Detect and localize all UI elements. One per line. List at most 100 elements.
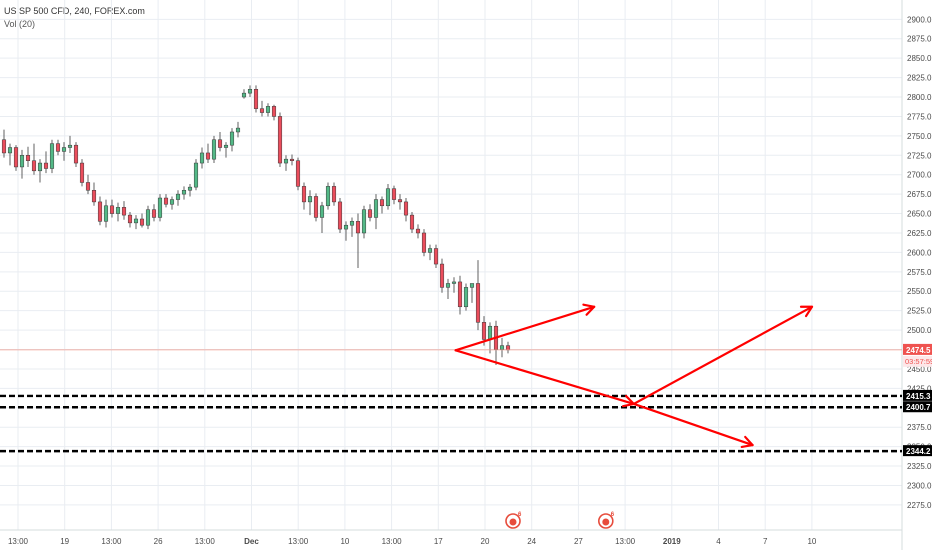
candle-body[interactable] — [259, 108, 265, 113]
candle-body[interactable] — [397, 199, 403, 203]
arrow-shaft[interactable] — [632, 305, 814, 405]
arrow-head[interactable] — [582, 303, 596, 316]
candle-body[interactable] — [235, 127, 241, 133]
candle-body[interactable] — [55, 143, 61, 152]
candle-body[interactable] — [247, 88, 253, 94]
candle-body[interactable] — [13, 147, 19, 168]
candle-body[interactable] — [463, 287, 469, 308]
arrow-shaft[interactable] — [454, 349, 635, 405]
candle-body[interactable] — [199, 152, 205, 164]
candle-body[interactable] — [115, 207, 121, 214]
candle-body[interactable] — [325, 186, 331, 207]
candle-body[interactable] — [391, 188, 397, 200]
candle-body[interactable] — [193, 162, 199, 188]
candle-body[interactable] — [301, 186, 307, 203]
candle-body[interactable] — [139, 218, 145, 226]
candle-body[interactable] — [163, 197, 169, 205]
candle-body[interactable] — [505, 345, 511, 351]
candle-body[interactable] — [445, 283, 451, 288]
candle-body[interactable] — [211, 139, 217, 160]
candle-body[interactable] — [331, 186, 337, 203]
candle-body[interactable] — [415, 228, 421, 234]
candle-body[interactable] — [439, 263, 445, 288]
candle-body[interactable] — [145, 209, 151, 226]
candle-body[interactable] — [19, 155, 25, 168]
candle-body[interactable] — [403, 201, 409, 216]
candle-body[interactable] — [1, 139, 7, 154]
candle-body[interactable] — [283, 158, 289, 164]
candle-body[interactable] — [7, 147, 13, 154]
candle-body[interactable] — [157, 197, 163, 218]
candle-body[interactable] — [475, 283, 481, 323]
candle-body[interactable] — [187, 186, 193, 191]
candle-body[interactable] — [181, 189, 187, 195]
countdown-label: 03:57:59 — [905, 357, 932, 366]
arrow-head[interactable] — [799, 305, 814, 318]
time-tick-label: 13:00 — [615, 537, 636, 546]
candle-body[interactable] — [25, 155, 31, 161]
arrow-shaft[interactable] — [632, 402, 754, 447]
candle-body[interactable] — [91, 189, 97, 203]
candle-body[interactable] — [73, 144, 79, 164]
candle-body[interactable] — [175, 193, 181, 200]
candle-body[interactable] — [373, 199, 379, 218]
candle-body[interactable] — [133, 218, 139, 224]
candle-body[interactable] — [313, 196, 319, 218]
candle-body[interactable] — [79, 162, 85, 183]
candle-body[interactable] — [31, 160, 37, 172]
candle-body[interactable] — [343, 224, 349, 230]
candle-body[interactable] — [499, 345, 505, 350]
price-tick-label: 2275.0 — [907, 501, 932, 510]
candle-body[interactable] — [355, 221, 361, 234]
candle-body[interactable] — [169, 199, 175, 205]
candle-body[interactable] — [49, 143, 55, 169]
candle-body[interactable] — [349, 221, 355, 226]
candle-body[interactable] — [421, 232, 427, 253]
candle-body[interactable] — [37, 162, 43, 172]
candle-body[interactable] — [67, 144, 73, 148]
candle-body[interactable] — [433, 248, 439, 265]
candle-body[interactable] — [307, 196, 313, 203]
candle-body[interactable] — [277, 116, 283, 164]
candle-body[interactable] — [61, 147, 67, 152]
candle-body[interactable] — [151, 209, 157, 218]
candle-body[interactable] — [229, 131, 235, 146]
candle-body[interactable] — [457, 281, 463, 308]
candle-body[interactable] — [379, 199, 385, 207]
candle-body[interactable] — [253, 88, 259, 109]
candle-body[interactable] — [409, 214, 415, 230]
candle-body[interactable] — [127, 214, 133, 224]
arrow-shaft[interactable] — [454, 305, 596, 352]
candle-body[interactable] — [121, 207, 127, 216]
candle-body[interactable] — [265, 106, 271, 113]
candle-body[interactable] — [289, 158, 295, 161]
candle-body[interactable] — [205, 152, 211, 160]
candle-body[interactable] — [319, 205, 325, 218]
candle-body[interactable] — [271, 106, 277, 117]
candle-body[interactable] — [223, 144, 229, 148]
candle-body[interactable] — [367, 209, 373, 218]
volume-indicator-label[interactable]: Vol (20) — [4, 19, 36, 29]
candle-body[interactable] — [385, 188, 391, 207]
candle-body[interactable] — [43, 162, 49, 169]
symbol-title[interactable]: US SP 500 CFD, 240, FOREX.com — [4, 6, 145, 16]
candle-body[interactable] — [97, 201, 103, 222]
candle-body[interactable] — [241, 92, 247, 98]
candle-body[interactable] — [469, 283, 475, 288]
candle-body[interactable] — [427, 248, 433, 253]
arrow-head[interactable] — [740, 435, 754, 448]
candle-body[interactable] — [487, 325, 493, 340]
candle-body[interactable] — [109, 205, 115, 214]
candle-body[interactable] — [85, 182, 91, 191]
price-tick-label: 2425.0 — [907, 384, 932, 393]
candle-body[interactable] — [217, 139, 223, 148]
candle-body[interactable] — [451, 281, 457, 284]
candle-body[interactable] — [103, 205, 109, 222]
time-tick-label: 13:00 — [288, 537, 309, 546]
candle-body[interactable] — [295, 160, 301, 187]
candle-body[interactable] — [481, 322, 487, 340]
candle-body[interactable] — [361, 209, 367, 234]
candle-body[interactable] — [337, 201, 343, 230]
